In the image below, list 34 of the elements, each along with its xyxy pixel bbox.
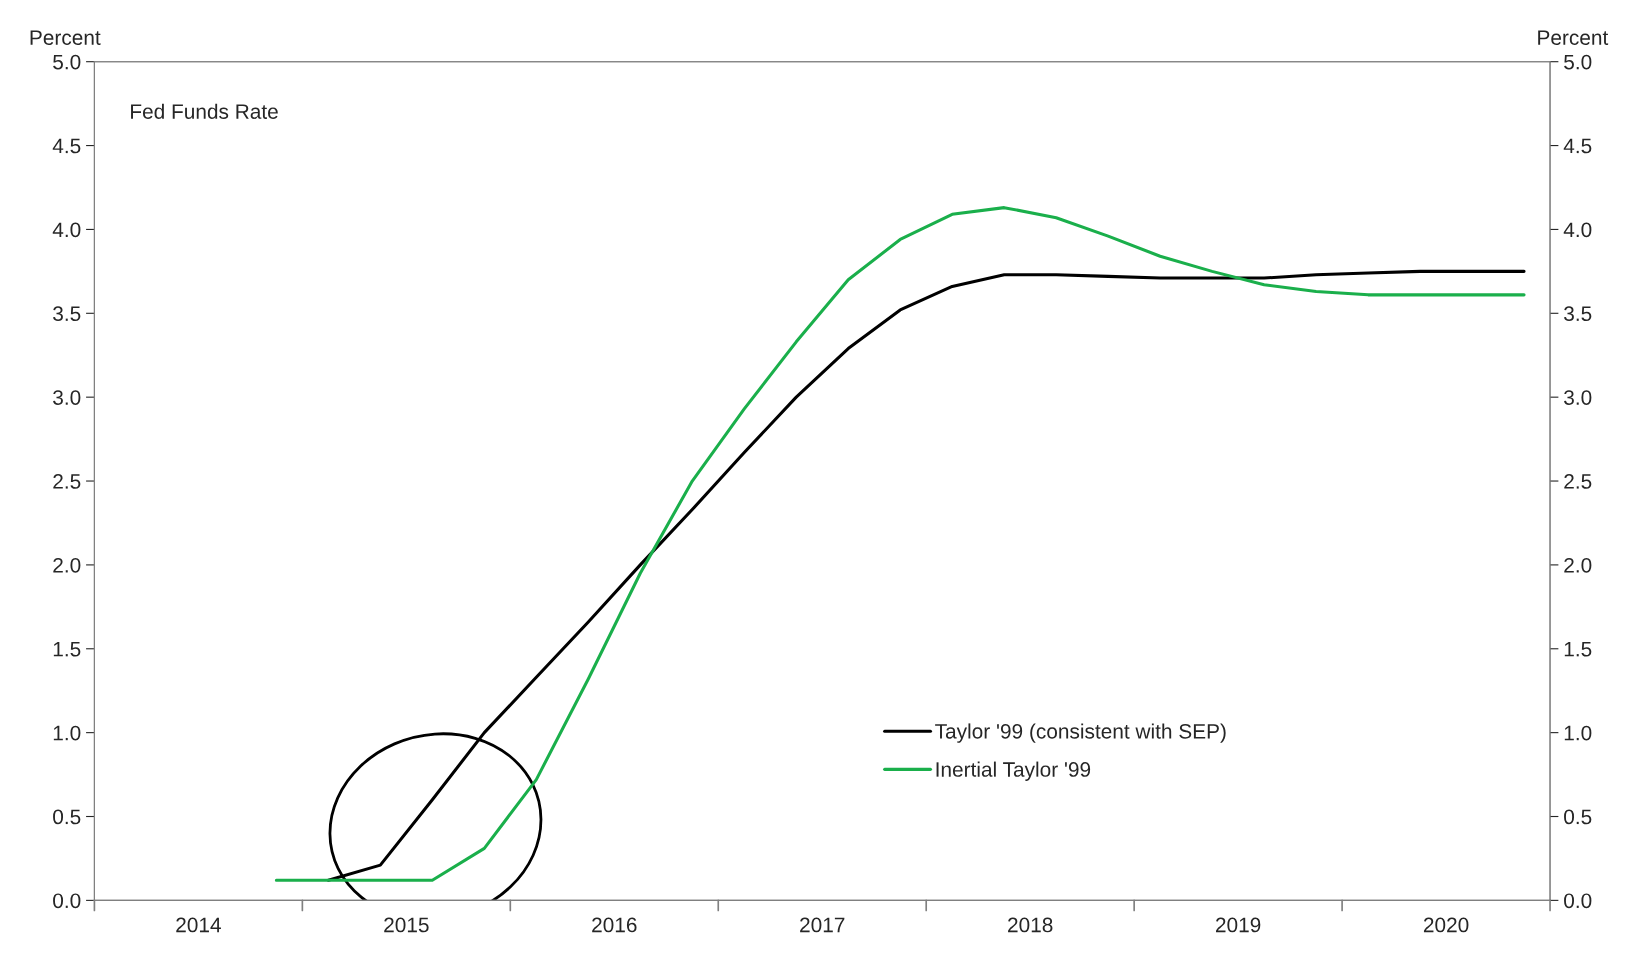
y-tick-label: 2.0	[53, 557, 81, 573]
y2-tick-label: 3.0	[1564, 390, 1592, 405]
y-axis-title: Percent	[30, 30, 101, 45]
text: Fed Funds Rate	[131, 103, 278, 119]
y-tick-label: 1.5	[53, 641, 81, 657]
x-tick-label: 2014	[176, 917, 221, 933]
y-tick-label: 2.5	[53, 474, 81, 489]
x-tick-label: 2015	[384, 917, 429, 933]
y-tick-label: 1.0	[53, 725, 81, 741]
y2-tick-label: 0.5	[1564, 809, 1592, 825]
y-tick-label: 4.5	[52, 138, 81, 154]
y2-axis-title: Percent	[1538, 30, 1609, 45]
x-tick-label: 2020	[1423, 917, 1469, 933]
y2-tick-label: 1.0	[1564, 725, 1592, 741]
y-tick-label: 0.0	[53, 893, 81, 909]
x-tick-label: 2019	[1216, 917, 1261, 933]
y-tick-label: 3.0	[53, 390, 81, 405]
y2-tick-label: 2.0	[1564, 557, 1592, 573]
legend-label: Inertial Taylor '99	[936, 761, 1091, 781]
x-tick-label: 2016	[592, 917, 637, 933]
y2-tick-label: 1.5	[1564, 641, 1592, 657]
y2-tick-label: 5.0	[1564, 54, 1592, 70]
y-tick-label: 3.5	[53, 306, 81, 322]
y2-tick-label: 4.5	[1563, 138, 1592, 154]
y2-tick-label: 3.5	[1564, 306, 1592, 322]
y2-tick-label: 0.0	[1564, 893, 1592, 909]
x-tick-label: 2018	[1008, 917, 1053, 933]
y2-tick-label: 4.0	[1563, 222, 1592, 238]
y2-tick-label: 2.5	[1564, 474, 1592, 489]
x-tick-label: 2017	[800, 917, 845, 933]
y-tick-label: 5.0	[53, 54, 81, 70]
y-tick-label: 4.0	[52, 222, 81, 238]
legend-label: Taylor '99 (consistent with SEP)	[935, 723, 1226, 743]
y-tick-label: 0.5	[53, 809, 81, 825]
